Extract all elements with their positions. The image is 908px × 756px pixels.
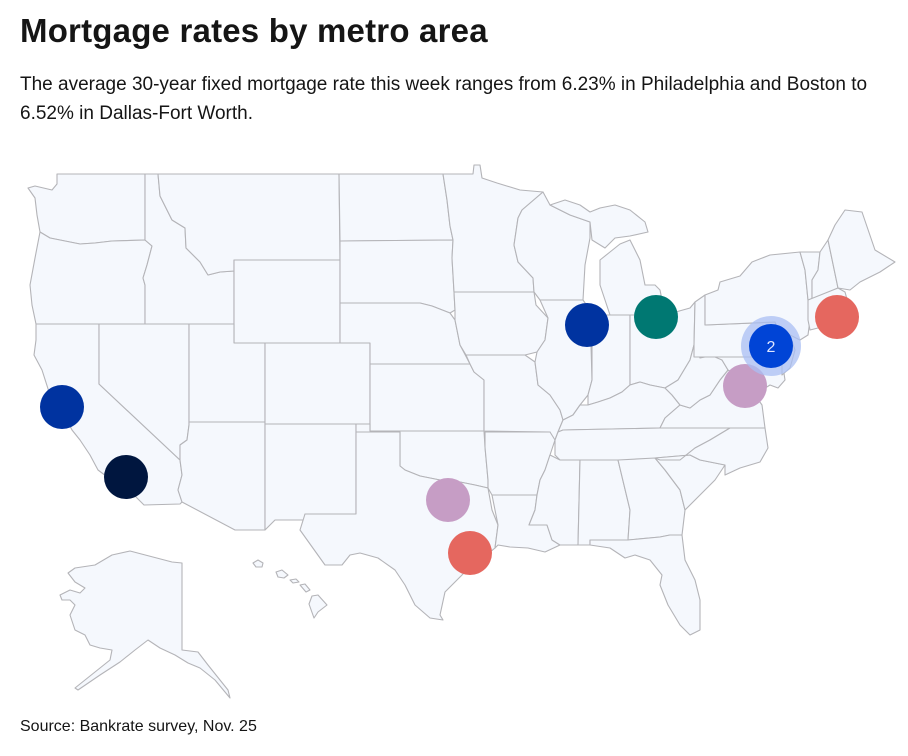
marker-washington-dc[interactable]: Washington D.C. area [723,364,767,408]
state-texas [299,431,499,621]
marker-san-francisco[interactable]: San Francisco area [40,385,84,429]
state-wisconsin [513,191,591,301]
source-note: Source: Bankrate survey, Nov. 25 [20,718,257,735]
state-kansas [369,363,485,432]
marker-chicago[interactable]: Chicago area [565,303,609,347]
state-hawaii-2 [275,569,289,579]
state-florida [589,534,701,636]
marker-detroit[interactable]: Detroit area [634,295,678,339]
state-north-carolina [654,427,769,476]
state-colorado [264,342,371,425]
state-hawaii-3 [289,578,300,584]
chart-subtitle: The average 30-year fixed mortgage rate … [20,74,868,124]
state-michigan-upper [549,199,649,249]
state-iowa [453,291,549,356]
marker-houston[interactable]: Houston area [448,531,492,575]
state-maine [827,209,896,291]
state-south-dakota [339,239,456,314]
cluster-count: 2 [767,339,776,356]
state-hawaii-4 [299,583,311,593]
state-arizona [177,421,266,531]
cluster-new-york-philadelphia[interactable]: 2 [741,316,801,376]
state-oregon [29,231,153,325]
state-north-dakota [338,173,454,242]
state-hawaii-1 [252,559,264,568]
markers-layer: San Francisco area Los Angeles area Dallas… [40,295,859,575]
marker-boston[interactable]: Boston area [815,295,859,339]
state-mississippi [528,454,581,546]
marker-dallas-fort-worth[interactable]: Dallas-Fort Worth area [426,478,470,522]
state-hawaii-5 [308,594,328,619]
state-alaska [59,550,231,699]
chart-title: Mortgage rates by metro area [20,12,488,49]
state-wyoming [233,259,341,344]
marker-los-angeles[interactable]: Los Angeles area [104,455,148,499]
state-washington [27,173,146,245]
states-layer [27,164,896,699]
cluster-core [749,324,793,368]
